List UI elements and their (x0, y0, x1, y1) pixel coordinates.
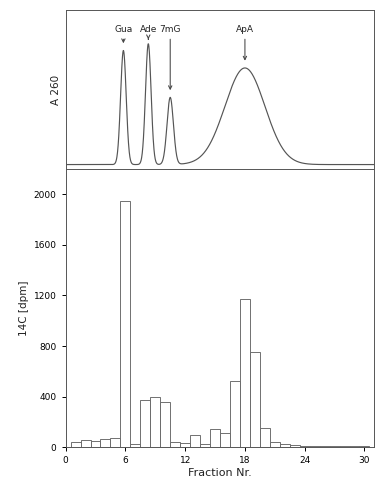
Bar (210, 429, 220, 447)
Bar (130, 444, 141, 447)
Bar (330, 446, 340, 447)
Bar (280, 444, 290, 447)
Bar (200, 444, 210, 447)
Bar (150, 397, 160, 447)
Bar (71, 442, 81, 447)
Bar (260, 428, 270, 447)
Bar (220, 433, 230, 447)
Bar (170, 442, 180, 447)
Bar (310, 446, 320, 447)
Text: 7mG: 7mG (159, 25, 181, 89)
Text: Gua: Gua (114, 25, 132, 42)
Y-axis label: A 260: A 260 (51, 75, 61, 104)
Bar (180, 443, 190, 447)
Bar (349, 446, 359, 447)
Bar (250, 352, 260, 447)
Bar (160, 403, 170, 447)
Bar (290, 445, 300, 447)
Bar (100, 439, 110, 447)
Bar (359, 446, 369, 447)
Text: Ade: Ade (140, 25, 157, 39)
Bar (110, 438, 120, 447)
Bar (120, 201, 130, 447)
Bar (230, 381, 240, 447)
Bar (320, 446, 330, 447)
Bar (240, 299, 250, 447)
Bar (270, 442, 280, 447)
Text: ApA: ApA (236, 25, 254, 60)
Bar (300, 446, 310, 447)
Y-axis label: 14C [dpm]: 14C [dpm] (19, 280, 29, 336)
Bar (81, 440, 91, 447)
Bar (141, 400, 150, 447)
X-axis label: Fraction Nr.: Fraction Nr. (188, 468, 252, 478)
Bar (190, 435, 200, 447)
Bar (340, 446, 349, 447)
Bar (91, 441, 100, 447)
